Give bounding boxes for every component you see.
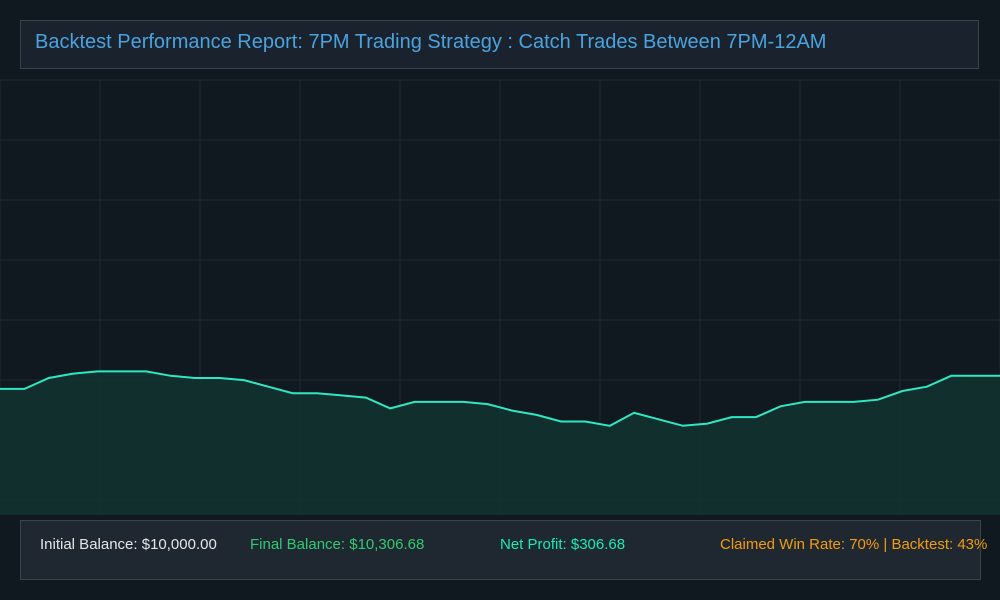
equity-point xyxy=(194,377,196,379)
equity-point xyxy=(804,401,806,403)
equity-point xyxy=(658,418,660,420)
equity-point xyxy=(340,394,342,396)
equity-point xyxy=(926,386,928,388)
equity-point xyxy=(779,405,781,407)
equity-point xyxy=(145,370,147,372)
equity-point xyxy=(511,410,513,412)
equity-point xyxy=(243,379,245,381)
equity-point xyxy=(828,401,830,403)
final-balance-stat: Final Balance: $10,306.68 xyxy=(250,536,425,553)
equity-point xyxy=(72,373,74,375)
equity-point xyxy=(365,397,367,399)
equity-point xyxy=(682,425,684,427)
page-title: Backtest Performance Report: 7PM Trading… xyxy=(35,31,827,53)
equity-point xyxy=(97,370,99,372)
equity-point xyxy=(950,375,952,377)
report-header: Backtest Performance Report: 7PM Trading… xyxy=(20,20,979,69)
stats-bar: Initial Balance: $10,000.00 Final Balanc… xyxy=(20,520,987,580)
equity-point xyxy=(487,403,489,405)
equity-point xyxy=(219,377,221,379)
equity-point xyxy=(292,392,294,394)
equity-point xyxy=(633,412,635,414)
equity-point xyxy=(706,423,708,425)
equity-point xyxy=(853,401,855,403)
equity-point xyxy=(609,425,611,427)
equity-point xyxy=(975,375,977,377)
equity-point xyxy=(389,407,391,409)
equity-point xyxy=(462,401,464,403)
equity-point xyxy=(438,401,440,403)
equity-point xyxy=(755,416,757,418)
equity-point xyxy=(877,399,879,401)
equity-point xyxy=(121,370,123,372)
equity-point xyxy=(170,375,172,377)
equity-point xyxy=(48,377,50,379)
equity-point xyxy=(731,416,733,418)
equity-point xyxy=(584,420,586,422)
equity-point xyxy=(267,386,269,388)
equity-point xyxy=(23,388,25,390)
equity-line xyxy=(0,370,1000,427)
equity-point xyxy=(414,401,416,403)
equity-point xyxy=(316,392,318,394)
initial-balance-stat: Initial Balance: $10,000.00 xyxy=(40,536,217,553)
equity-area-fill xyxy=(0,371,1000,515)
equity-point xyxy=(560,420,562,422)
equity-point xyxy=(536,414,538,416)
win-rate-stat: Claimed Win Rate: 70% | Backtest: 43% xyxy=(720,536,988,553)
equity-point xyxy=(901,390,903,392)
chart-grid xyxy=(0,79,1000,515)
net-profit-stat: Net Profit: $306.68 xyxy=(500,536,626,553)
